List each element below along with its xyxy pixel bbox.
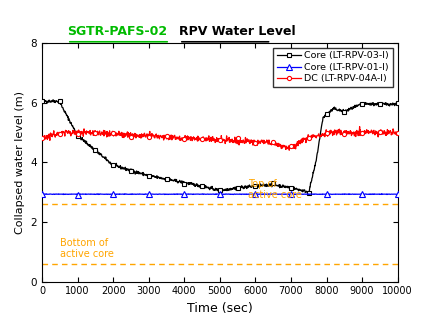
Core (LT-RPV-01-I): [354, 192, 360, 196]
Text: SGTR-PAFS-02: SGTR-PAFS-02: [67, 25, 167, 38]
Line: Core (LT-RPV-03-I): Core (LT-RPV-03-I): [40, 97, 400, 195]
DC (LT-RPV-04A-I): [330, 134, 335, 138]
Text: Bottom of
active core: Bottom of active core: [60, 238, 114, 259]
Core (LT-RPV-03-I): [39, 99, 45, 103]
Core (LT-RPV-01-I): [330, 192, 335, 196]
DC (LT-RPV-04A-I): [317, 135, 322, 139]
Core (LT-RPV-01-I): [384, 193, 389, 197]
Core (LT-RPV-03-I): [317, 137, 322, 141]
DC (LT-RPV-04A-I): [112, 131, 117, 135]
Text: Top of
active core: Top of active core: [248, 179, 302, 200]
Line: DC (LT-RPV-04A-I): DC (LT-RPV-04A-I): [40, 124, 400, 152]
Core (LT-RPV-03-I): [112, 165, 117, 169]
Core (LT-RPV-01-I): [378, 192, 383, 196]
Core (LT-RPV-03-I): [378, 101, 383, 105]
DC (LT-RPV-04A-I): [357, 125, 362, 129]
X-axis label: Time (sec): Time (sec): [187, 302, 253, 315]
DC (LT-RPV-04A-I): [39, 136, 45, 140]
Core (LT-RPV-03-I): [62, 109, 67, 113]
Legend: Core (LT-RPV-03-I), Core (LT-RPV-01-I), DC (LT-RPV-04A-I): Core (LT-RPV-03-I), Core (LT-RPV-01-I), …: [273, 48, 393, 87]
DC (LT-RPV-04A-I): [354, 128, 360, 132]
Core (LT-RPV-01-I): [317, 192, 322, 196]
DC (LT-RPV-04A-I): [395, 131, 400, 135]
Core (LT-RPV-01-I): [61, 192, 66, 196]
Core (LT-RPV-03-I): [395, 101, 400, 105]
Core (LT-RPV-03-I): [51, 98, 56, 102]
Text: RPV Water Level: RPV Water Level: [179, 25, 296, 38]
Core (LT-RPV-01-I): [39, 192, 45, 196]
Core (LT-RPV-01-I): [112, 192, 117, 196]
DC (LT-RPV-04A-I): [378, 128, 383, 132]
Core (LT-RPV-03-I): [306, 191, 311, 195]
DC (LT-RPV-04A-I): [61, 131, 66, 135]
Y-axis label: Collapsed water level (m): Collapsed water level (m): [15, 91, 25, 234]
Core (LT-RPV-03-I): [354, 104, 360, 108]
Core (LT-RPV-01-I): [258, 192, 263, 196]
Core (LT-RPV-03-I): [330, 107, 336, 111]
Core (LT-RPV-01-I): [395, 192, 400, 196]
Line: Core (LT-RPV-01-I): Core (LT-RPV-01-I): [39, 191, 401, 197]
DC (LT-RPV-04A-I): [287, 148, 292, 152]
